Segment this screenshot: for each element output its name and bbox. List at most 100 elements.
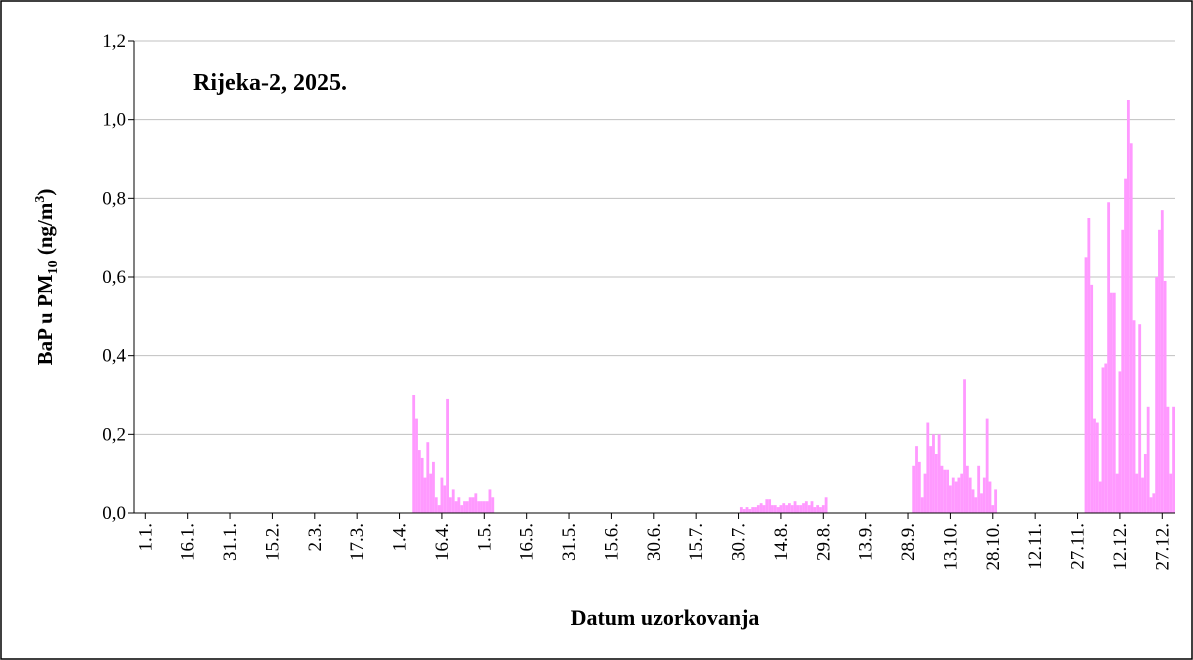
bar (751, 507, 755, 513)
bar (954, 481, 958, 513)
bar (1146, 406, 1150, 513)
bar (754, 507, 757, 513)
x-tick-label: 13.10. (940, 523, 961, 571)
bar (454, 501, 458, 513)
bar (474, 493, 478, 513)
bar (485, 501, 489, 513)
y-label-sub: 10 (46, 260, 61, 274)
bar (968, 477, 972, 513)
bar (1166, 406, 1170, 513)
bar (776, 507, 780, 513)
bar (1110, 292, 1113, 513)
x-tick-label: 1.4. (390, 523, 411, 552)
bar (971, 489, 975, 513)
bar (412, 395, 416, 513)
bar (915, 446, 918, 513)
bar (807, 505, 811, 513)
bar (477, 501, 481, 513)
bar (960, 473, 964, 513)
bar (448, 497, 452, 513)
bar (468, 497, 472, 513)
bar (1141, 477, 1144, 513)
x-tick-label: 27.11. (1068, 523, 1089, 570)
x-tick-label: 30.7. (729, 523, 750, 561)
bar (982, 477, 986, 513)
y-tick-label: 0,2 (102, 424, 126, 445)
bar (988, 481, 992, 513)
bar (491, 497, 495, 513)
bar (463, 501, 466, 513)
bar (943, 469, 947, 513)
bar (1121, 229, 1125, 514)
bar (1090, 284, 1094, 513)
bar (1172, 406, 1175, 513)
bar (1160, 210, 1164, 513)
x-tick-label: 15.6. (601, 523, 622, 561)
bar (482, 501, 486, 513)
bar (785, 505, 788, 513)
bar (980, 493, 983, 513)
y-label-part: BaP u PM (33, 274, 57, 365)
bar (1169, 473, 1173, 513)
bar (821, 505, 825, 513)
bar (423, 477, 427, 513)
bar (1093, 418, 1096, 513)
y-tick-label: 0,6 (102, 267, 126, 288)
bar (1143, 454, 1147, 513)
bar (451, 489, 455, 513)
bar (745, 507, 749, 513)
y-tick-label: 1,2 (102, 31, 126, 52)
bar (804, 501, 808, 513)
y-axis-label: BaP u PM10 (ng/m3) (33, 189, 61, 366)
bar (787, 503, 791, 513)
bar (437, 505, 441, 513)
y-label-part: ) (33, 189, 57, 196)
bar (937, 434, 941, 513)
x-tick-label: 15.7. (686, 523, 707, 561)
bar (742, 509, 746, 513)
bar (951, 477, 955, 513)
x-tick-label: 15.2. (262, 523, 283, 561)
bar (977, 465, 981, 513)
bar (985, 418, 989, 513)
bar (1095, 422, 1099, 513)
bar (471, 497, 475, 513)
y-tick-label: 0,0 (102, 503, 126, 524)
bar (420, 457, 424, 513)
y-label-part: (ng/m (33, 202, 57, 260)
bar (434, 497, 438, 513)
bar (1107, 202, 1111, 513)
x-tick-label: 31.5. (559, 523, 580, 561)
x-tick-label: 17.3. (347, 523, 368, 561)
bar (816, 505, 820, 513)
bar (923, 473, 927, 513)
bar (1135, 473, 1139, 513)
bar (1098, 481, 1102, 513)
bar (963, 379, 966, 513)
bar (940, 465, 944, 513)
bar (946, 469, 950, 513)
bar (443, 485, 447, 513)
bar (756, 505, 760, 513)
bar (819, 507, 822, 513)
bar (415, 418, 418, 513)
bar (1101, 367, 1105, 513)
bar (782, 503, 786, 513)
bar (934, 454, 938, 513)
x-tick-label: 12.11. (1025, 523, 1046, 570)
bar (432, 461, 435, 513)
bar (417, 450, 421, 513)
bar (799, 505, 803, 513)
bar (926, 422, 930, 513)
bar (929, 446, 933, 513)
bar (1155, 277, 1159, 513)
bar (488, 489, 492, 513)
bar (739, 507, 743, 513)
bar (1118, 371, 1122, 513)
bar (1087, 218, 1091, 513)
bar (1112, 292, 1116, 513)
bar (1163, 280, 1167, 513)
y-label-sup: 3 (33, 196, 48, 203)
bar (762, 505, 766, 513)
